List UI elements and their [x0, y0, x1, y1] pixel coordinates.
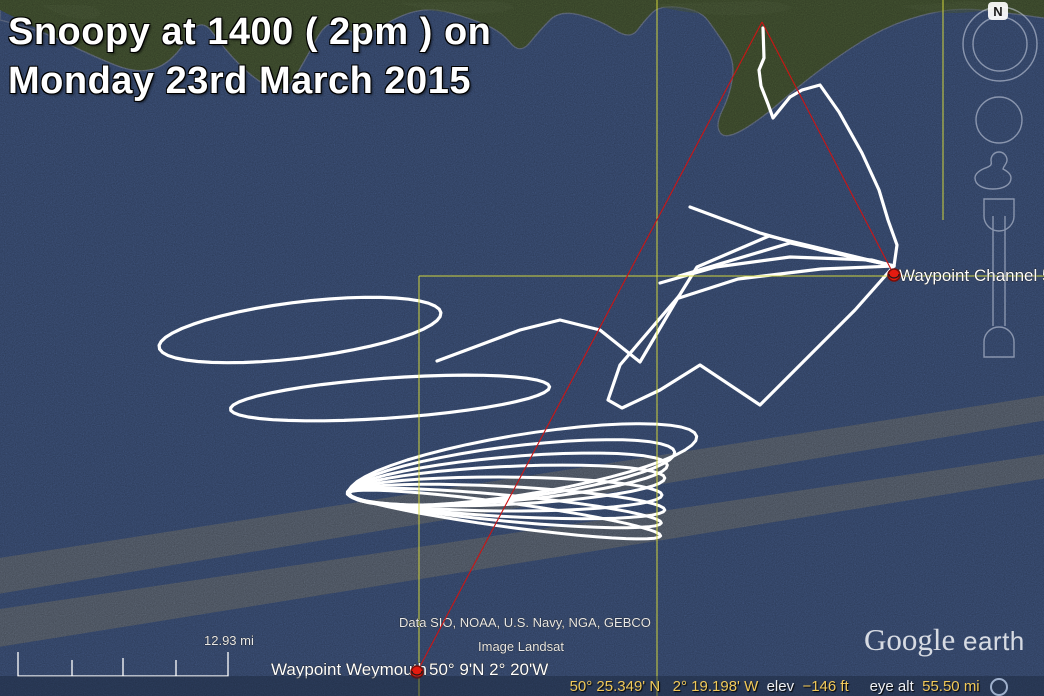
svg-text:12.93 mi: 12.93 mi	[204, 633, 254, 648]
svg-text:Image Landsat: Image Landsat	[478, 639, 564, 654]
svg-text:Waypoint Channel 5: Waypoint Channel 5	[899, 266, 1044, 285]
svg-text:Data SIO, NOAA, U.S. Navy, NGA: Data SIO, NOAA, U.S. Navy, NGA, GEBCO	[399, 615, 651, 630]
svg-text:N: N	[993, 4, 1002, 19]
